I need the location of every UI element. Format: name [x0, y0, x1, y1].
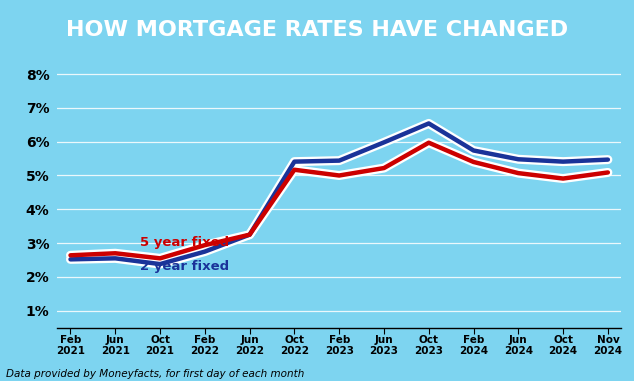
Text: 5 year fixed: 5 year fixed [140, 236, 229, 249]
Text: HOW MORTGAGE RATES HAVE CHANGED: HOW MORTGAGE RATES HAVE CHANGED [66, 19, 568, 40]
Text: Data provided by Moneyfacts, for first day of each month: Data provided by Moneyfacts, for first d… [6, 369, 305, 379]
Text: 2 year fixed: 2 year fixed [140, 259, 229, 272]
